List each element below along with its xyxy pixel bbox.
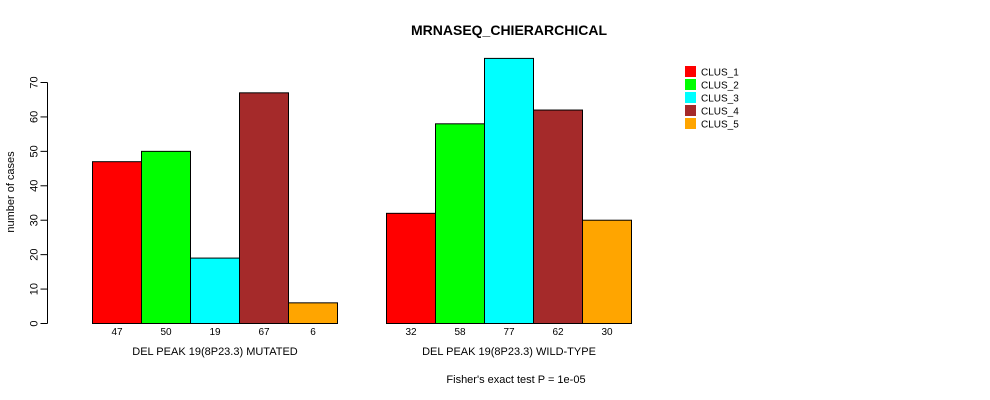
chart-title: MRNASEQ_CHIERARCHICAL [411,22,607,38]
y-tick-label: 40 [29,180,41,192]
bar-count-label: 6 [310,327,316,338]
bar-clus-5 [288,302,338,325]
y-tick-label: 20 [29,249,41,261]
bar-clus-1 [92,161,142,324]
group-label: DEL PEAK 19(8P23.3) WILD-TYPE [422,346,596,358]
bar-count-label: 77 [503,327,515,338]
legend-label: CLUS_4 [701,107,739,118]
y-axis: 0 10 20 30 40 50 60 70 [29,76,48,327]
bar-clus-5 [582,219,632,324]
legend-item: CLUS_1 [685,66,739,79]
legend-label: CLUS_1 [701,68,739,79]
bar-count-label: 67 [258,327,270,338]
y-tick-label: 60 [29,111,41,123]
legend-swatch [685,66,696,77]
legend-item: CLUS_3 [685,92,739,105]
legend-swatch [685,79,696,90]
legend-label: CLUS_3 [701,94,739,105]
legend-swatch [685,92,696,103]
y-tick-label: 50 [29,145,41,157]
bar-clus-3 [484,57,534,325]
bar-clus-4 [239,92,289,325]
footnote: Fisher's exact test P = 1e-05 [446,374,585,386]
bar-clus-1 [386,212,436,324]
y-tick-label: 30 [29,214,41,226]
bar-clus-4 [533,109,583,324]
legend: CLUS_1 CLUS_2 CLUS_3 CLUS_4 CLUS_5 [685,66,739,131]
bar-count-label: 47 [111,327,123,338]
bar-groups: 47 50 19 67 6 DEL PEAK 19(8P23.3) MUTATED 32 58… [92,57,632,358]
bar-count-label: 19 [209,327,221,338]
y-tick-label: 10 [29,283,41,295]
legend-item: CLUS_5 [685,118,739,131]
legend-label: CLUS_2 [701,81,739,92]
legend-swatch [685,105,696,116]
bar-count-label: 62 [552,327,564,338]
bar-group-2: 32 58 77 62 30 DEL PEAK 19(8P23.3) WILD-TYPE [386,57,632,358]
legend-label: CLUS_5 [701,120,739,131]
legend-swatch [685,118,696,129]
bar-count-label: 30 [601,327,613,338]
bar-clus-3 [190,257,240,325]
bar-group-1: 47 50 19 67 6 DEL PEAK 19(8P23.3) MUTATED [92,92,338,358]
y-tick-label: 0 [29,320,41,326]
bar-clus-2 [141,150,191,324]
bar-count-label: 32 [405,327,417,338]
group-label: DEL PEAK 19(8P23.3) MUTATED [132,346,298,358]
bar-count-label: 50 [160,327,172,338]
bar-clus-2 [435,123,485,324]
y-axis-label: number of cases [5,151,17,233]
legend-item: CLUS_4 [685,105,739,118]
bar-count-label: 58 [454,327,466,338]
y-tick-label: 70 [29,76,41,88]
legend-item: CLUS_2 [685,79,739,92]
